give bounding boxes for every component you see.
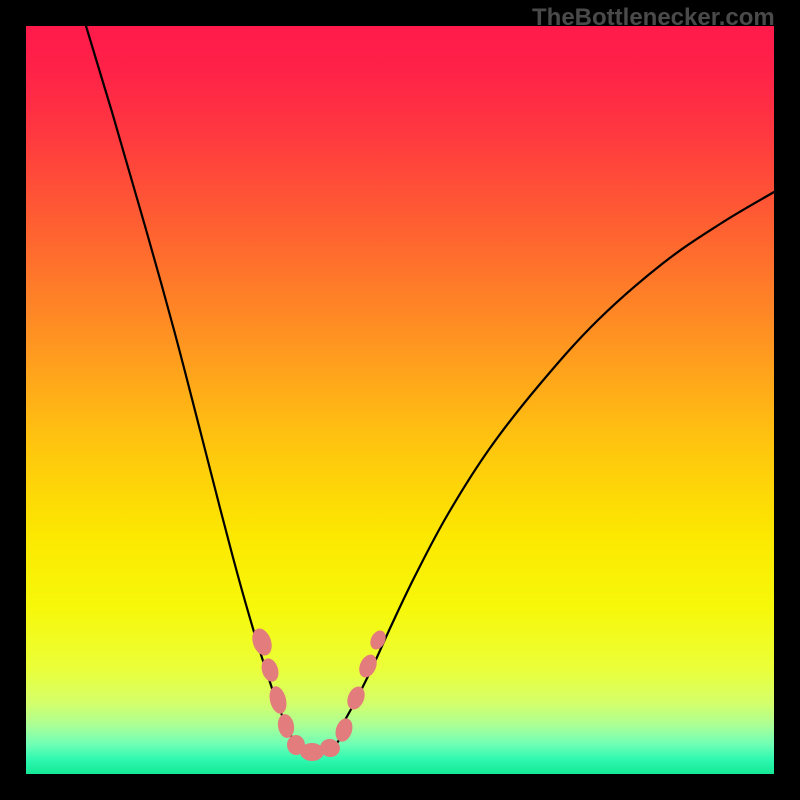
bead <box>276 713 296 739</box>
bead <box>333 716 356 744</box>
bottleneck-curve <box>345 192 774 720</box>
curves-layer <box>0 0 800 800</box>
bottleneck-curve <box>86 26 284 720</box>
bead <box>344 684 368 712</box>
canvas: TheBottlenecker.com <box>0 0 800 800</box>
bead <box>267 684 289 715</box>
watermark-text: TheBottlenecker.com <box>532 4 775 32</box>
